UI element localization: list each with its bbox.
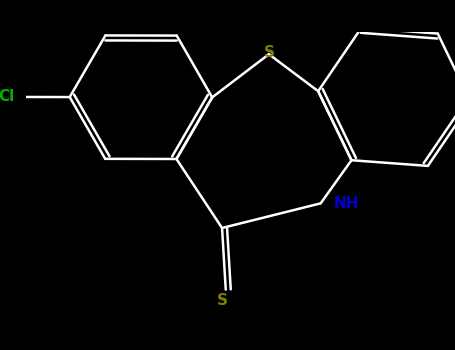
Text: NH: NH bbox=[334, 196, 359, 211]
Text: S: S bbox=[263, 45, 274, 60]
Text: Cl: Cl bbox=[0, 90, 14, 104]
Text: S: S bbox=[217, 293, 228, 308]
